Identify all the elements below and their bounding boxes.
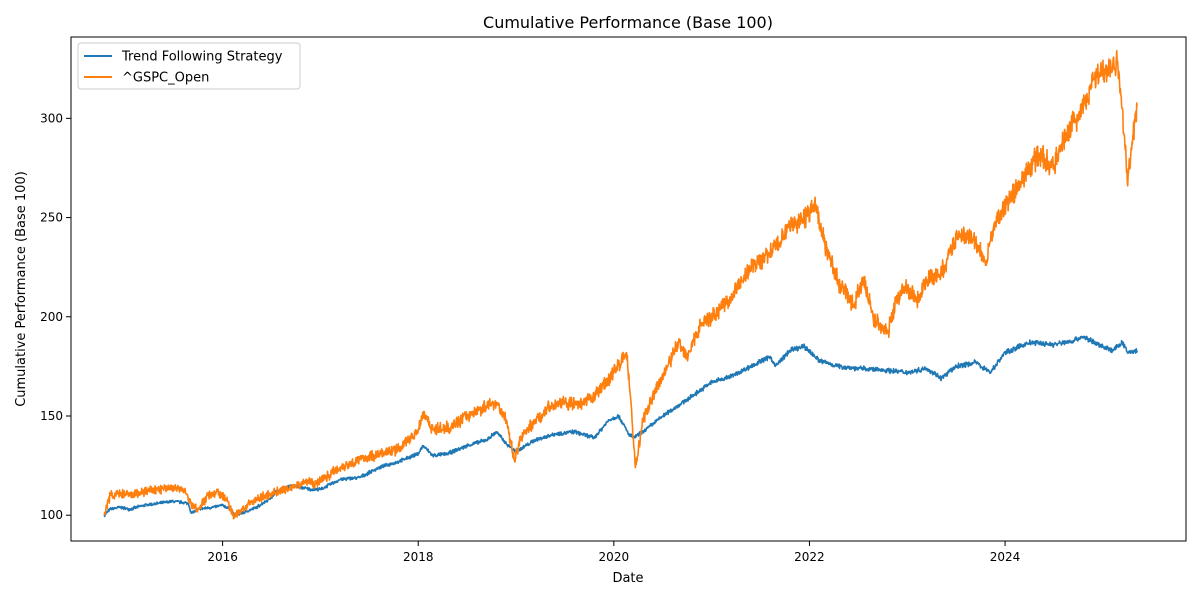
plot-area (70, 36, 1187, 542)
y-axis-label: Cumulative Performance (Base 100) (14, 171, 29, 407)
y-tick-label: 250 (40, 211, 63, 225)
y-tick-label: 200 (40, 310, 63, 324)
x-tick-label: 2024 (990, 550, 1021, 564)
x-tick-label: 2022 (794, 550, 825, 564)
y-tick-label: 150 (40, 409, 63, 423)
legend: Trend Following Strategy ^GSPC_Open (77, 42, 301, 90)
x-axis-label: Date (612, 571, 643, 586)
series-line-2 (103, 49, 1138, 520)
chart-title: Cumulative Performance (Base 100) (483, 13, 773, 32)
x-tick-label: 2018 (403, 550, 434, 564)
legend-label: ^GSPC_Open (122, 71, 209, 86)
y-tick-label: 100 (40, 508, 63, 522)
legend-label: Trend Following Strategy (121, 50, 283, 65)
series-layer (103, 49, 1138, 520)
y-axis: 100 150 200 250 300 (40, 111, 71, 522)
x-tick-label: 2016 (207, 550, 238, 564)
legend-box (77, 42, 301, 90)
x-axis: 2016 2018 2020 2022 2024 (207, 541, 1020, 564)
x-tick-label: 2020 (599, 550, 630, 564)
plot-frame (70, 36, 1187, 542)
y-tick-label: 300 (40, 111, 63, 125)
